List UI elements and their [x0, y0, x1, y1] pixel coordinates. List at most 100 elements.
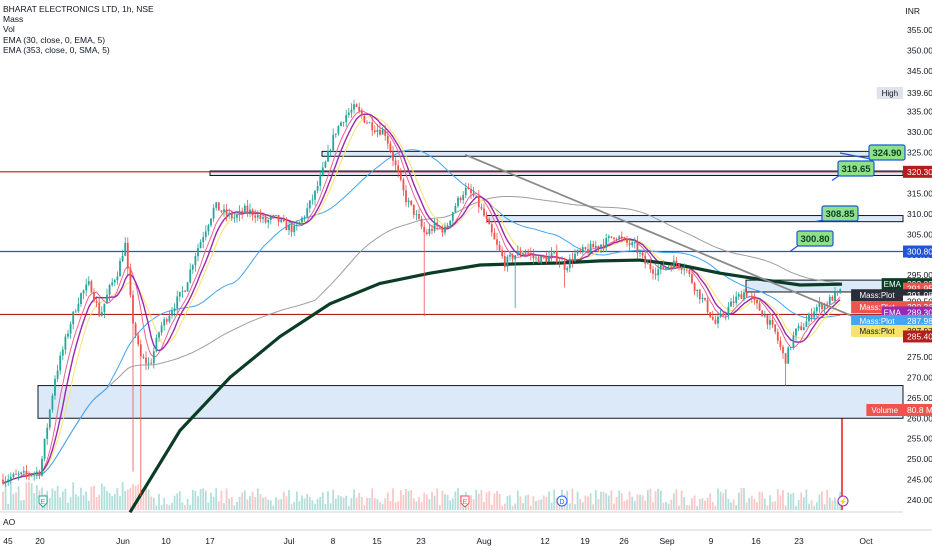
candle-body [412, 204, 415, 215]
legend-ema30[interactable]: EMA (30, close, 0, EMA, 5) [3, 34, 106, 45]
candle-body [269, 216, 272, 220]
price-label-tag [866, 404, 903, 416]
candle-body [158, 332, 160, 338]
volume-bar [587, 496, 589, 510]
ema-30-line [2, 149, 841, 484]
candle-body [93, 292, 95, 301]
earnings-badge [38, 495, 48, 508]
volume-bar [436, 488, 439, 510]
candle-body [719, 313, 722, 317]
legend-symbol[interactable]: BHARAT ELECTRONICS LTD, 1h, NSE [3, 4, 154, 14]
candle-body [51, 395, 54, 410]
candle-body [691, 274, 693, 283]
candle-body [238, 210, 241, 215]
volume-bar [223, 503, 225, 510]
volume-bar [308, 496, 311, 510]
candle-body [210, 218, 212, 226]
candle-body [506, 256, 509, 267]
candle-body [288, 225, 290, 231]
candle-body [228, 212, 231, 216]
time-tick-label: Oct [859, 536, 873, 546]
volume-bar [574, 504, 576, 510]
candle-body [20, 472, 23, 475]
volume-bar [735, 505, 738, 510]
volume-bar [194, 490, 197, 510]
candle-body [831, 296, 834, 301]
volume-bar [334, 498, 337, 510]
candle-body [737, 294, 740, 297]
candle-body [282, 219, 285, 222]
volume-bar [743, 488, 745, 510]
volume-bar [215, 488, 218, 510]
ao-pane-label[interactable]: AO [3, 517, 16, 527]
price-tick-label: 330.00 [907, 127, 932, 137]
volume-bar [451, 498, 454, 510]
legend-ema353[interactable]: EMA (353, close, 0, SMA, 5) [3, 44, 110, 55]
candle-body [761, 310, 764, 317]
volume-bar [212, 496, 215, 510]
volume-bar [204, 490, 207, 510]
event-marker-label: ⚡ [839, 497, 848, 506]
volume-bar [111, 496, 114, 510]
price-label-tag-text: Mass:Plot [859, 317, 895, 326]
volume-bar [56, 486, 59, 510]
candle-body [132, 295, 134, 324]
volume-bar [197, 496, 199, 510]
candle-body [704, 297, 706, 300]
volume-bar [72, 482, 75, 510]
candle-body [584, 247, 587, 250]
volume-bar [821, 491, 823, 510]
callout-box [796, 230, 834, 247]
volume-bar [30, 483, 33, 510]
volume-bar [535, 501, 537, 510]
candle-body [319, 175, 322, 186]
candle-body [249, 209, 251, 213]
event-badge [837, 495, 849, 507]
volume-bar [756, 502, 758, 510]
legend-vol[interactable]: Vol [3, 24, 15, 35]
volume-bar [64, 488, 67, 510]
price-label-tag [851, 289, 903, 302]
volume-bar [173, 495, 176, 510]
volume-bar [425, 494, 428, 510]
volume-bar [810, 500, 813, 510]
candle-body [43, 438, 46, 459]
volume-bar [124, 490, 127, 510]
volume-bar [659, 490, 662, 510]
callout-box [821, 205, 859, 222]
volume-bar [654, 491, 657, 510]
volume-bar [477, 493, 480, 510]
price-tick-label: 245.00 [907, 475, 932, 485]
candle-body [394, 160, 397, 166]
candle-body [745, 292, 748, 297]
candle-body [207, 225, 210, 232]
candle-body [168, 315, 171, 322]
candle-body [548, 256, 550, 262]
volume-bar [228, 498, 231, 510]
event-marker-label: E [463, 499, 468, 506]
price-label-tag-text: Mass:Plot [859, 291, 895, 300]
candle-body [490, 224, 493, 233]
volume-bar [662, 502, 665, 510]
candle-body [397, 165, 400, 173]
callout-label: 308.85 [825, 209, 855, 220]
volume-bar [717, 488, 719, 510]
candle-body [334, 133, 337, 135]
candle-body [839, 289, 842, 292]
candle-body [592, 243, 595, 248]
volume-bar [537, 500, 540, 510]
volume-bar [384, 498, 387, 510]
volume-bar [293, 501, 296, 510]
candle-body [535, 257, 537, 259]
candle-body [532, 254, 535, 258]
candle-body [633, 242, 636, 244]
volume-bar [269, 500, 272, 510]
volume-bar [363, 505, 366, 510]
legend-mass[interactable]: Mass [3, 14, 24, 25]
volume-bar [667, 503, 670, 510]
candle-body [314, 190, 316, 200]
volume-bar [542, 495, 545, 510]
candle-body [475, 195, 478, 197]
candle-body [405, 190, 407, 203]
